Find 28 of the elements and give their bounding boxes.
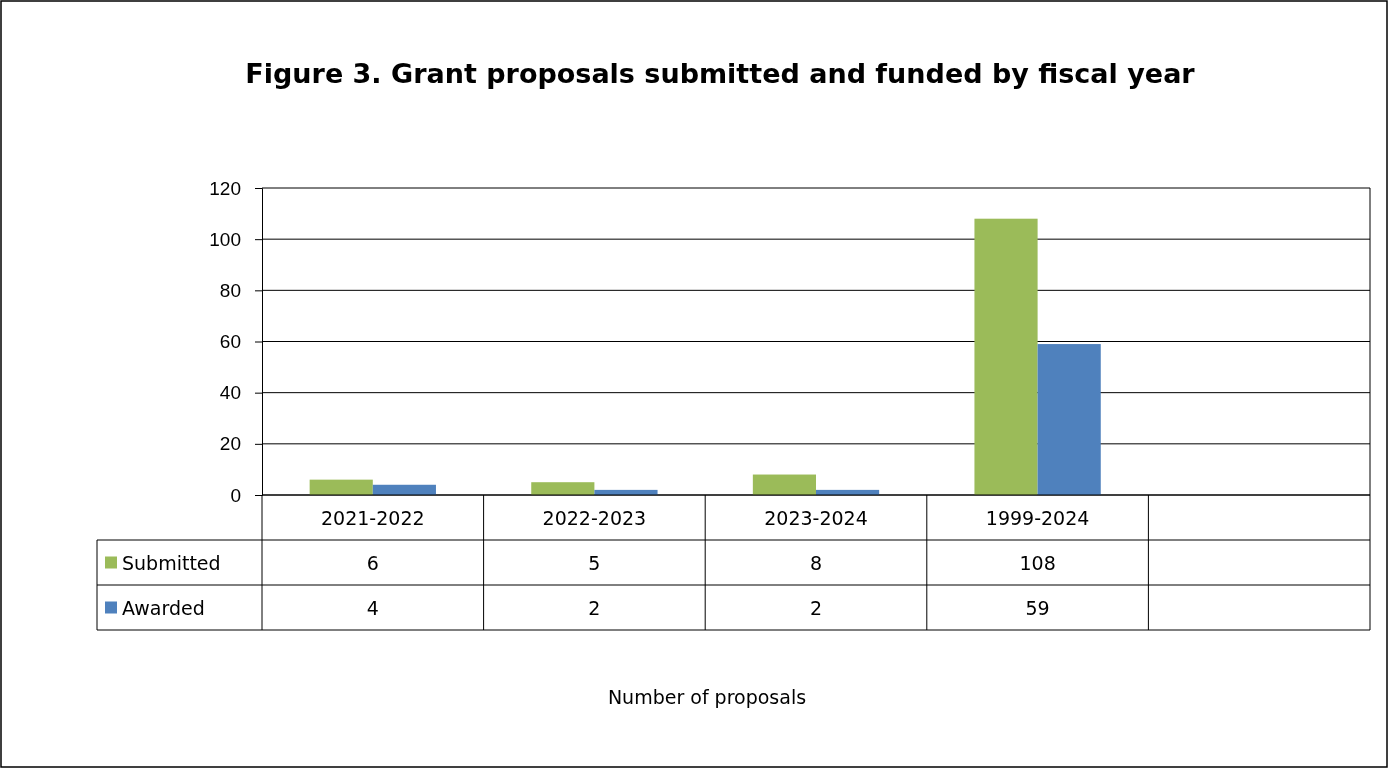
bar bbox=[531, 482, 595, 495]
text: Number of proposals bbox=[607, 686, 807, 708]
y-tick-label: 100 bbox=[209, 228, 241, 250]
data-label: 6 bbox=[366, 551, 379, 574]
legend-label: Submitted bbox=[122, 551, 221, 574]
bar bbox=[309, 479, 373, 495]
y-tick-label: 20 bbox=[219, 433, 241, 455]
y-tick-label: 40 bbox=[219, 382, 241, 404]
data-label: 2 bbox=[588, 596, 601, 619]
data-label: 5 bbox=[588, 551, 601, 574]
chart-title: Figure 3. Grant proposals submitted and funded by fiscal year bbox=[245, 58, 1196, 89]
y-tick-label: 0 bbox=[230, 484, 241, 506]
data-label: 8 bbox=[809, 551, 823, 574]
bar bbox=[752, 474, 816, 495]
x-tick-label: 2023-2024 bbox=[764, 506, 868, 529]
data-label: 2 bbox=[809, 596, 823, 619]
y-tick-label: 120 bbox=[209, 177, 241, 199]
bar bbox=[1037, 344, 1101, 495]
x-tick-label: 1999-2024 bbox=[985, 506, 1090, 529]
data-label: 108 bbox=[1019, 551, 1056, 574]
bar bbox=[974, 218, 1038, 495]
y-tick-label: 60 bbox=[219, 331, 241, 353]
data-label: 4 bbox=[366, 596, 379, 619]
y-tick-label: 80 bbox=[219, 279, 241, 301]
legend-label: Awarded bbox=[122, 596, 205, 619]
data-label: 59 bbox=[1025, 596, 1050, 619]
x-tick-label: 2021-2022 bbox=[321, 506, 425, 529]
x-tick-label: 2022-2023 bbox=[542, 506, 647, 529]
